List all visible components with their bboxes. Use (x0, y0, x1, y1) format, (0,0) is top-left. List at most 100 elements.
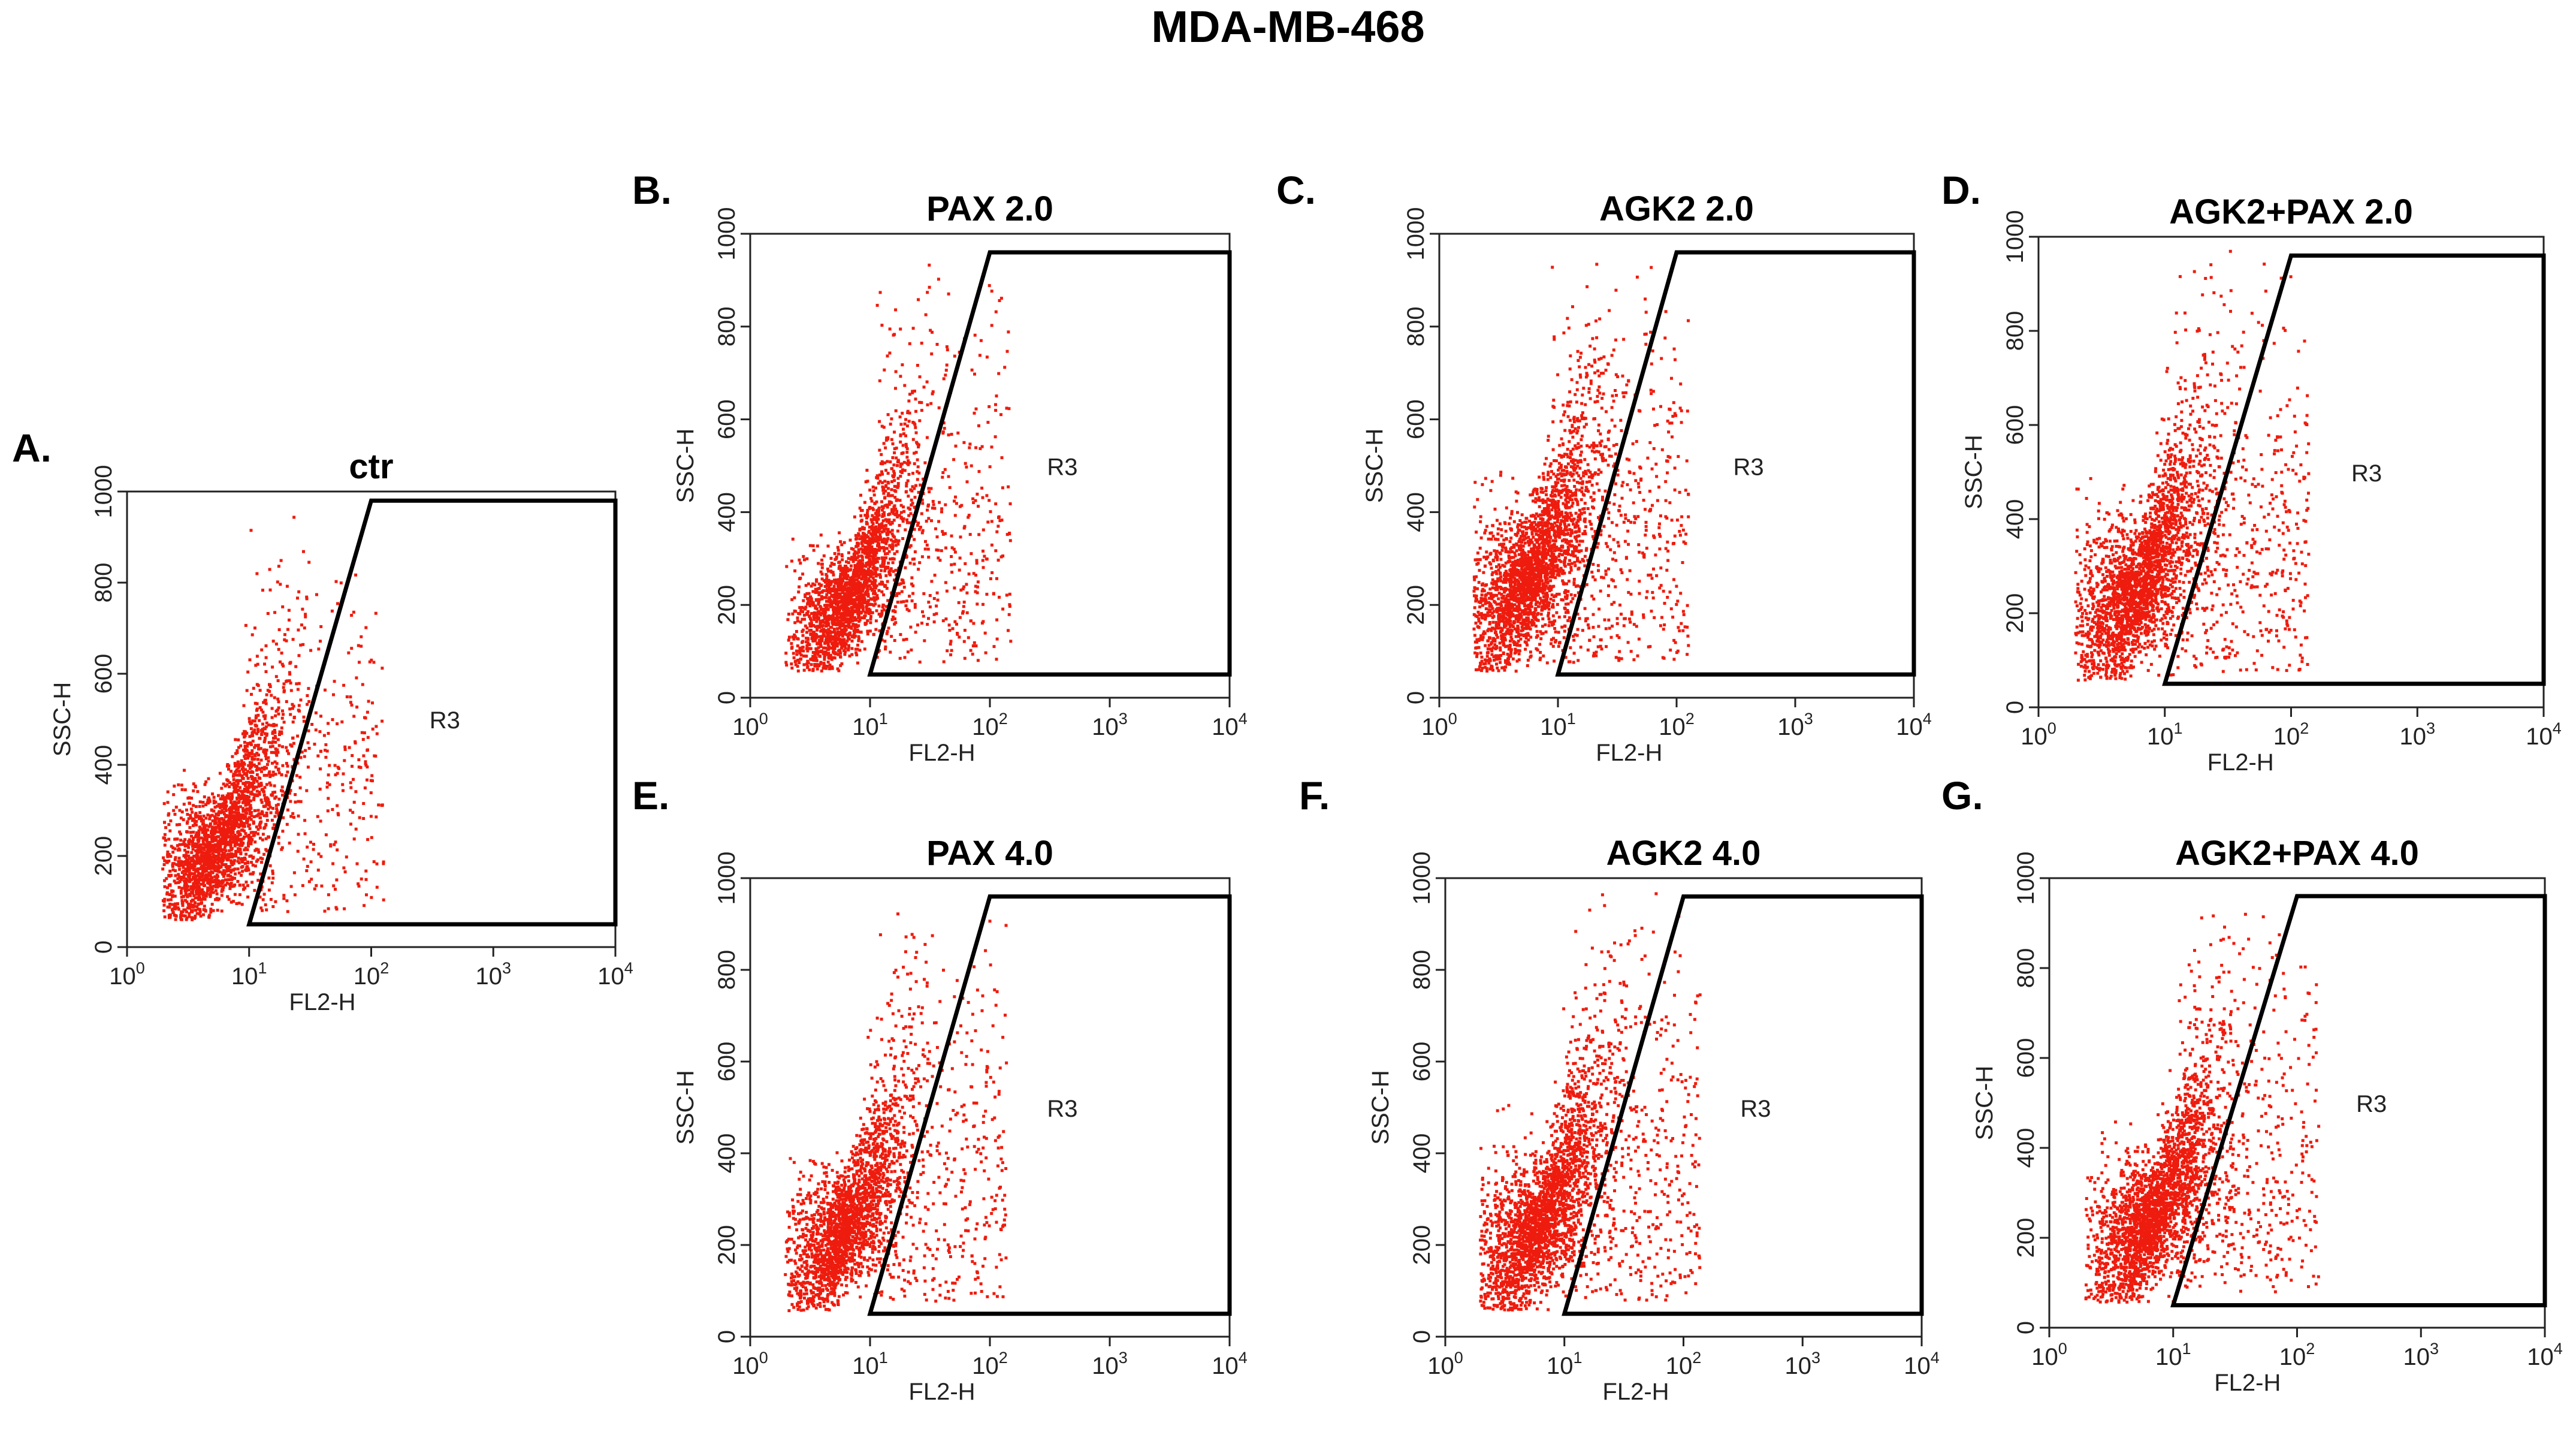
event-dot (177, 908, 180, 911)
event-dot (244, 832, 247, 836)
event-dot (845, 619, 849, 622)
event-dot (279, 660, 282, 664)
event-dot (953, 620, 957, 623)
event-dot (198, 878, 202, 881)
event-dot (197, 908, 200, 911)
event-dot (836, 608, 840, 611)
event-dot (926, 547, 930, 551)
event-dot (1607, 584, 1610, 588)
event-dot (832, 619, 836, 623)
event-dot (187, 875, 191, 878)
event-dot (859, 568, 862, 571)
event-dot (909, 625, 913, 629)
event-dot (958, 556, 962, 560)
event-dot (364, 760, 367, 764)
event-dot (261, 767, 264, 770)
event-dot (802, 649, 805, 653)
event-dot (191, 845, 194, 848)
event-dot (209, 911, 213, 914)
event-dot (863, 614, 867, 617)
event-dot (319, 819, 322, 823)
event-dot (358, 816, 361, 819)
event-dot (224, 800, 228, 804)
event-dot (908, 411, 911, 415)
event-dot (927, 617, 930, 620)
event-dot (350, 647, 354, 650)
event-dot (872, 548, 875, 551)
event-dot (233, 819, 237, 823)
event-dot (914, 409, 917, 413)
event-dot (235, 751, 239, 754)
event-dot (975, 562, 979, 565)
event-dot (195, 888, 199, 891)
event-dot (194, 916, 197, 920)
event-dot (852, 553, 856, 556)
event-dot (893, 639, 896, 642)
event-dot (986, 520, 990, 524)
event-dot (856, 661, 859, 665)
event-dot (270, 723, 273, 727)
event-dot (258, 836, 262, 840)
event-dot (889, 423, 892, 426)
event-dot (276, 803, 280, 806)
event-dot (875, 303, 879, 307)
event-dot (950, 534, 953, 538)
event-dot (282, 816, 285, 819)
event-dot (949, 653, 953, 656)
event-dot (854, 545, 858, 548)
event-dot (252, 781, 256, 785)
event-dot (926, 291, 929, 294)
event-dot (902, 600, 905, 604)
event-dot (255, 848, 258, 851)
event-dot (176, 902, 179, 906)
event-dot (360, 731, 364, 734)
event-dot (237, 793, 241, 797)
event-dot (868, 525, 871, 529)
event-dot (281, 764, 285, 767)
event-dot (893, 472, 896, 475)
event-dot (213, 869, 216, 872)
event-dot (905, 638, 908, 641)
event-dot (186, 813, 189, 816)
event-dot (888, 327, 892, 331)
event-dot (264, 644, 268, 647)
event-dot (247, 764, 250, 767)
event-dot (985, 355, 989, 359)
event-dot (210, 857, 213, 861)
event-dot (880, 565, 883, 568)
event-dot (956, 632, 959, 635)
event-dot (995, 637, 999, 641)
event-dot (380, 803, 383, 807)
event-dot (194, 842, 197, 846)
event-dot (355, 706, 359, 709)
event-dot (318, 730, 322, 734)
event-dot (970, 368, 974, 372)
event-dot (866, 608, 870, 611)
event-dot (267, 756, 270, 759)
event-dot (257, 782, 261, 786)
event-dot (265, 734, 268, 737)
event-dot (790, 646, 794, 649)
event-dot (871, 514, 874, 517)
event-dot (192, 837, 195, 841)
event-dot (221, 882, 224, 885)
event-dot (281, 830, 285, 833)
event-dot (200, 882, 203, 886)
event-dot (197, 839, 201, 842)
event-dot (249, 812, 252, 815)
event-dot (847, 603, 850, 607)
event-dot (877, 481, 880, 485)
event-dot (1000, 518, 1004, 522)
event-dot (889, 501, 892, 504)
event-dot (893, 479, 896, 483)
event-dot (847, 586, 851, 590)
x-tick-label: 102 (354, 959, 389, 990)
event-dot (832, 573, 835, 577)
event-dot (847, 637, 851, 641)
event-dot (977, 470, 981, 474)
event-dot (273, 611, 277, 614)
event-dot (223, 846, 227, 849)
event-dot (857, 560, 860, 563)
event-dot (855, 603, 859, 607)
event-dot (884, 566, 887, 570)
